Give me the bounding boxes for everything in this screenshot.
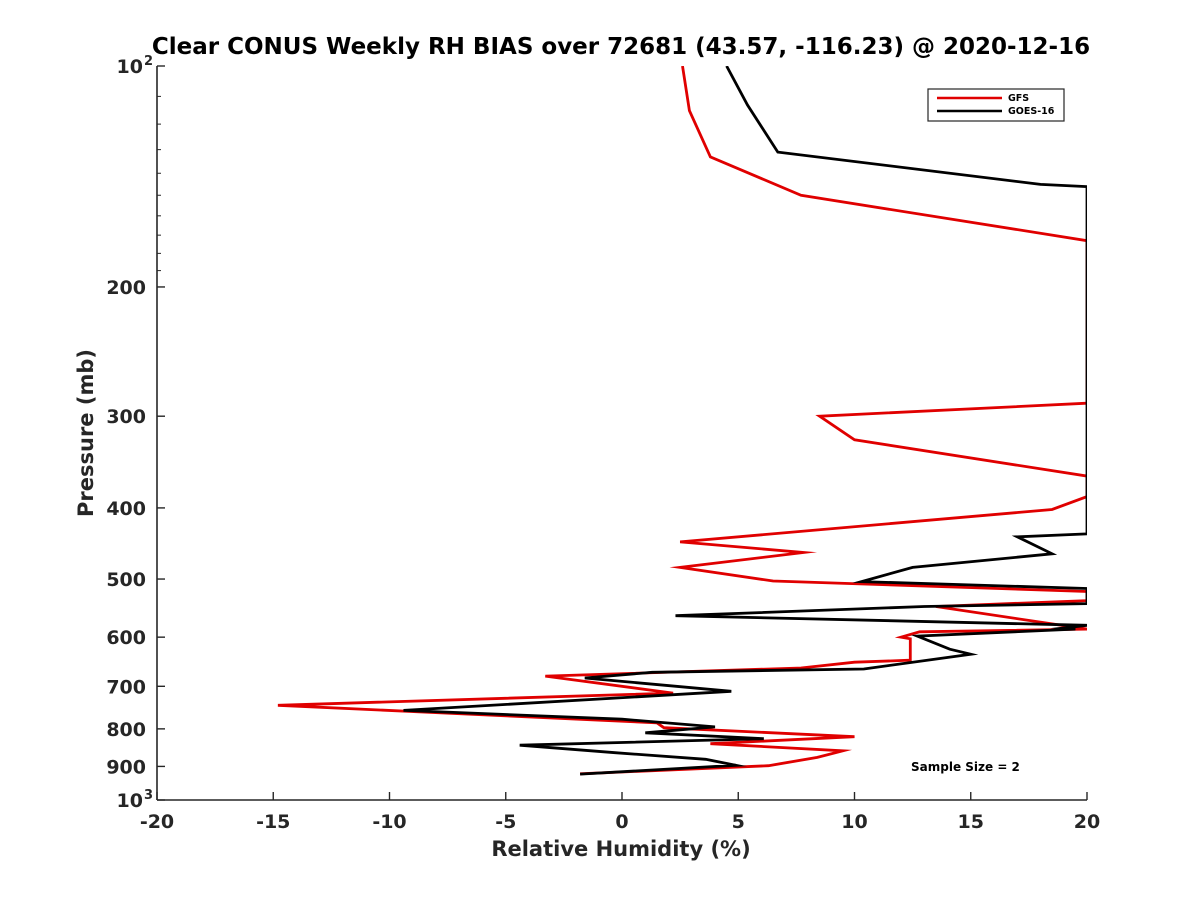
x-tick-label: 20 xyxy=(1074,811,1100,833)
chart-title: Clear CONUS Weekly RH BIAS over 72681 (4… xyxy=(152,34,1090,60)
plot-lines xyxy=(277,66,1087,776)
y-tick-label: 10 xyxy=(117,56,143,78)
y-tick-label: 900 xyxy=(106,756,146,778)
legend-label-goes16: GOES-16 xyxy=(1008,106,1055,117)
y-tick-label: 200 xyxy=(106,277,146,299)
y-tick-label: 10 xyxy=(117,790,143,812)
y-tick-label: 600 xyxy=(106,627,146,649)
x-tick-label: -15 xyxy=(256,811,290,833)
x-tick-label: -10 xyxy=(372,811,406,833)
x-axis-label: Relative Humidity (%) xyxy=(491,837,750,861)
y-tick-label: 300 xyxy=(106,406,146,428)
y-axis-label: Pressure (mb) xyxy=(74,349,98,517)
x-tick-label: 15 xyxy=(958,811,984,833)
sample-size-annotation: Sample Size = 2 xyxy=(911,760,1020,774)
legend-box xyxy=(927,88,1065,122)
series-line-goes16 xyxy=(403,66,1087,776)
x-tick-label: 10 xyxy=(841,811,867,833)
x-axis-ticks: -20 -15 -10 -5 0 5 10 15 20 xyxy=(140,792,1100,833)
y-tick-exponent: 2 xyxy=(144,54,153,69)
legend-label-gfs: GFS xyxy=(1008,93,1029,104)
x-tick-label: 0 xyxy=(615,811,628,833)
x-tick-label: -5 xyxy=(495,811,516,833)
x-tick-label: 5 xyxy=(732,811,745,833)
y-tick-label: 500 xyxy=(106,569,146,591)
y-tick-label: 700 xyxy=(106,676,146,698)
legend: GFS GOES-16 xyxy=(927,88,1065,122)
y-tick-label: 800 xyxy=(106,719,146,741)
y-tick-label: 400 xyxy=(106,498,146,520)
x-tick-label: -20 xyxy=(140,811,174,833)
y-tick-exponent: 3 xyxy=(144,788,153,803)
